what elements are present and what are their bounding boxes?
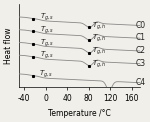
- Text: C1: C1: [136, 33, 146, 42]
- Y-axis label: Heat flow: Heat flow: [4, 27, 13, 64]
- Text: C0: C0: [136, 21, 146, 30]
- Text: $T_{g,s}$: $T_{g,s}$: [40, 24, 54, 36]
- Text: $T_{g,s}$: $T_{g,s}$: [40, 12, 54, 23]
- Text: $T_{g,h}$: $T_{g,h}$: [92, 20, 107, 32]
- Text: C2: C2: [136, 46, 146, 55]
- Text: $T_{g,h}$: $T_{g,h}$: [92, 46, 107, 57]
- Text: $T_{g,s}$: $T_{g,s}$: [40, 37, 54, 49]
- Text: $T_{g,h}$: $T_{g,h}$: [92, 33, 107, 44]
- Text: C3: C3: [136, 59, 146, 68]
- Text: $T_{g,s}$: $T_{g,s}$: [39, 69, 53, 80]
- Text: $T_{g,h}$: $T_{g,h}$: [92, 58, 107, 70]
- Text: C4: C4: [136, 78, 146, 87]
- Text: $T_{g,s}$: $T_{g,s}$: [40, 50, 54, 61]
- X-axis label: Temperature /°C: Temperature /°C: [48, 109, 111, 118]
- Text: $T_m$: $T_m$: [0, 121, 1, 122]
